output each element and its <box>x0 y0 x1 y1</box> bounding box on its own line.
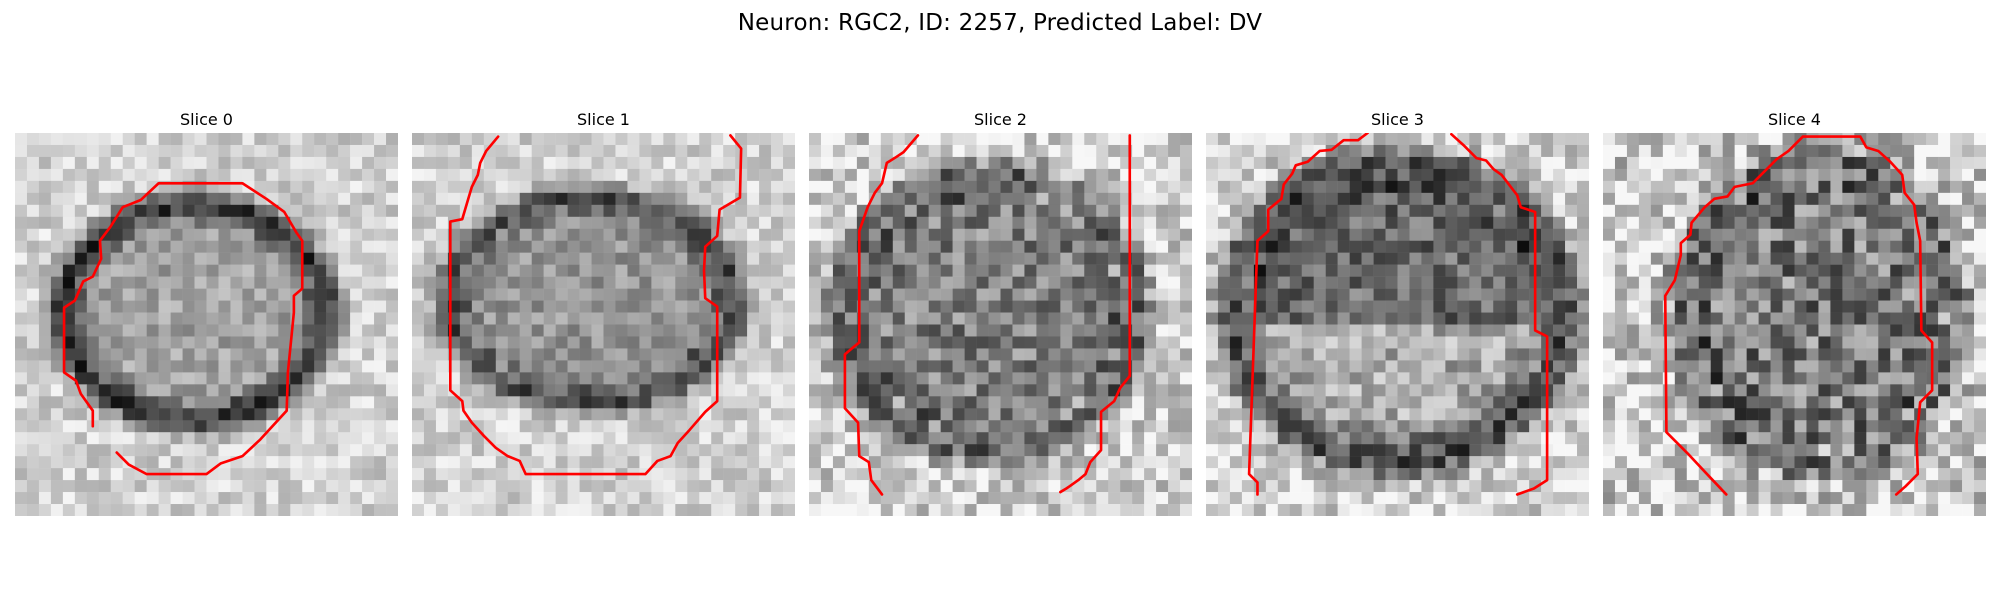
slice-panel-3: Slice 3 <box>1206 108 1589 528</box>
cell-contour <box>1247 133 1369 496</box>
slice-image-2 <box>809 133 1192 516</box>
figure-title: Neuron: RGC2, ID: 2257, Predicted Label:… <box>737 10 1263 36</box>
slice-image-4 <box>1603 133 1986 516</box>
em-pixels <box>412 133 795 516</box>
slice-title-1: Slice 1 <box>577 110 630 129</box>
slice-image-0 <box>15 133 398 516</box>
cell-contour <box>1450 133 1549 496</box>
slice-panel-4: Slice 4 <box>1603 108 1986 528</box>
slice-title-3: Slice 3 <box>1371 110 1424 129</box>
slice-title-2: Slice 2 <box>974 110 1027 129</box>
cell-contour <box>1663 135 1934 496</box>
slice-image-3 <box>1206 133 1589 516</box>
cell-contour <box>62 181 304 476</box>
slice-panel-2: Slice 2 <box>809 108 1192 528</box>
slice-panel-1: Slice 1 <box>412 108 795 528</box>
slice-title-0: Slice 0 <box>180 110 233 129</box>
cell-contour <box>843 134 920 496</box>
em-pixels <box>1206 133 1589 516</box>
cell-contour <box>448 134 743 476</box>
em-pixels <box>809 133 1192 516</box>
em-pixels <box>15 133 398 516</box>
slice-title-4: Slice 4 <box>1768 110 1821 129</box>
slice-panel-0: Slice 0 <box>15 108 398 528</box>
slice-image-1 <box>412 133 795 516</box>
em-pixels <box>1603 133 1986 516</box>
cell-contour <box>1059 134 1132 494</box>
